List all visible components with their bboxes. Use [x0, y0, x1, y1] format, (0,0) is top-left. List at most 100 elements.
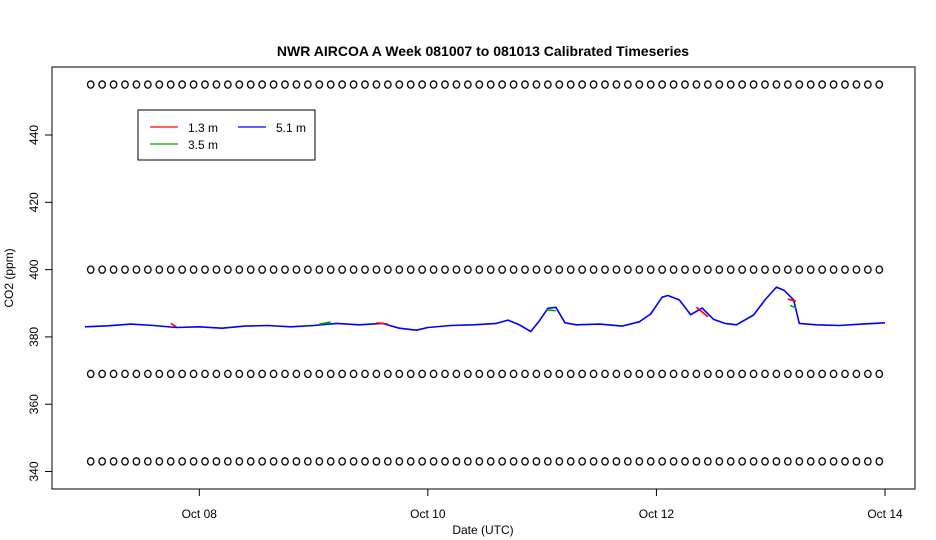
marker-point: [624, 80, 632, 89]
marker-point: [144, 457, 152, 466]
marker-point: [212, 80, 221, 89]
marker-point: [178, 369, 186, 379]
marker-point: [304, 80, 312, 89]
marker-point: [646, 457, 655, 466]
marker-point: [475, 265, 484, 274]
marker-point: [566, 265, 575, 274]
marker-point: [521, 265, 529, 274]
marker-point: [258, 369, 266, 379]
marker-point: [578, 369, 586, 379]
marker-point: [784, 369, 792, 379]
marker-point: [464, 369, 472, 379]
marker-point: [601, 369, 609, 379]
marker-point: [395, 369, 404, 379]
marker-point: [738, 265, 746, 274]
marker-point: [795, 369, 804, 379]
marker-point: [86, 265, 95, 274]
marker-point: [521, 80, 529, 89]
marker-point: [498, 265, 506, 274]
y-tick-label: 420: [27, 192, 41, 212]
marker-point: [326, 80, 335, 89]
marker-point: [464, 457, 472, 466]
marker-point: [829, 369, 838, 379]
marker-point: [441, 457, 449, 466]
marker-point: [406, 265, 415, 274]
marker-point: [349, 369, 358, 379]
x-tick-label: Oct 08: [182, 507, 218, 521]
y-tick-label: 340: [27, 461, 41, 481]
marker-point: [326, 369, 335, 379]
marker-point: [749, 369, 758, 379]
y-tick-label: 360: [27, 394, 41, 414]
marker-point: [784, 80, 792, 89]
marker-point: [189, 265, 198, 274]
marker-point: [258, 80, 266, 89]
marker-point: [761, 369, 769, 379]
marker-point: [486, 265, 495, 274]
marker-point: [258, 457, 266, 466]
marker-point: [875, 457, 884, 466]
marker-point: [338, 369, 346, 379]
marker-point: [475, 457, 484, 466]
marker-point: [201, 457, 209, 466]
marker-point: [749, 80, 758, 89]
marker-point: [201, 369, 209, 379]
marker-rows: [86, 80, 884, 466]
marker-point: [612, 265, 621, 274]
marker-point: [578, 457, 586, 466]
marker-point: [841, 80, 849, 89]
marker-point: [201, 80, 209, 89]
marker-point: [601, 80, 609, 89]
marker-point: [521, 369, 529, 379]
marker-point: [452, 265, 461, 274]
marker-point: [178, 457, 186, 466]
marker-point: [715, 457, 724, 466]
marker-point: [246, 457, 255, 466]
marker-point: [235, 80, 244, 89]
marker-point: [875, 265, 884, 274]
marker-point: [326, 265, 335, 274]
marker-point: [726, 457, 735, 466]
marker-point: [475, 80, 484, 89]
marker-point: [292, 369, 301, 379]
marker-point: [304, 457, 312, 466]
marker-point: [418, 369, 426, 379]
marker-point: [178, 265, 186, 274]
series-line-1-3-m: [376, 322, 388, 325]
marker-point: [418, 265, 426, 274]
marker-point: [544, 369, 552, 379]
marker-point: [498, 80, 506, 89]
marker-point: [829, 80, 838, 89]
marker-point: [589, 80, 598, 89]
marker-point: [292, 265, 301, 274]
marker-point: [635, 80, 644, 89]
marker-point: [269, 265, 278, 274]
marker-point: [189, 80, 198, 89]
y-tick-label: 400: [27, 259, 41, 279]
marker-point: [452, 80, 461, 89]
marker-point: [555, 80, 564, 89]
marker-point: [761, 457, 769, 466]
marker-point: [738, 369, 746, 379]
legend-label: 3.5 m: [188, 138, 218, 152]
marker-point: [612, 369, 621, 379]
marker-point: [281, 369, 289, 379]
marker-point: [532, 265, 541, 274]
marker-point: [555, 457, 564, 466]
marker-point: [98, 265, 106, 274]
marker-point: [361, 80, 369, 89]
marker-point: [669, 369, 678, 379]
marker-point: [406, 80, 415, 89]
marker-point: [555, 265, 564, 274]
marker-point: [624, 457, 632, 466]
marker-point: [601, 265, 609, 274]
marker-point: [132, 457, 141, 466]
marker-point: [544, 457, 552, 466]
marker-point: [86, 457, 95, 466]
marker-point: [269, 80, 278, 89]
marker-point: [864, 265, 872, 274]
marker-point: [692, 265, 701, 274]
marker-point: [281, 80, 289, 89]
marker-point: [224, 265, 232, 274]
marker-point: [681, 369, 689, 379]
